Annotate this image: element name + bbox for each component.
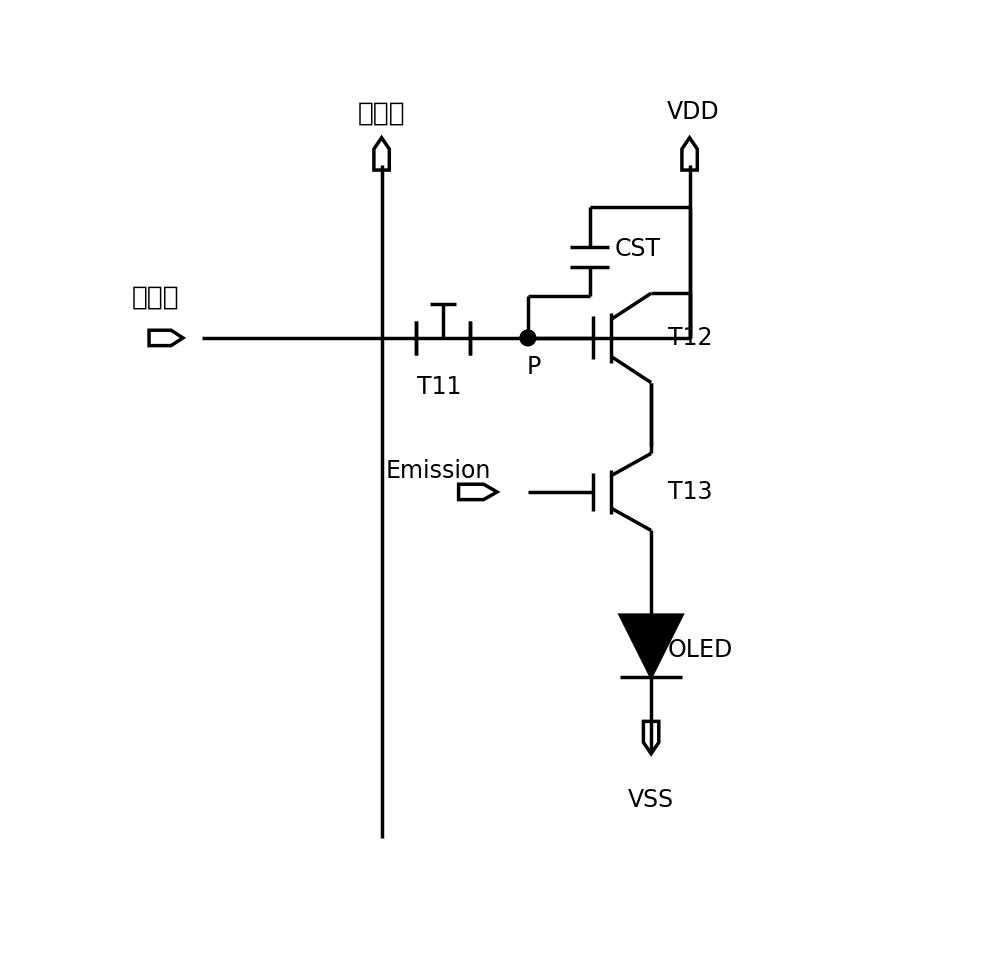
Polygon shape [620,615,682,677]
Circle shape [520,330,536,346]
Text: VDD: VDD [667,100,720,124]
Text: 数据线: 数据线 [358,100,405,126]
Text: T12: T12 [668,326,713,349]
Circle shape [520,330,536,346]
Text: P: P [527,355,541,378]
Text: Emission: Emission [385,459,491,483]
Text: OLED: OLED [668,638,733,662]
Text: 扫描线: 扫描线 [131,285,179,311]
Text: T13: T13 [668,480,713,504]
Text: VSS: VSS [628,788,674,812]
Text: T11: T11 [417,375,462,399]
Text: CST: CST [614,237,660,261]
